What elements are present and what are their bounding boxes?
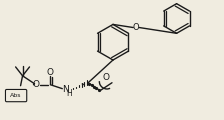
Text: O: O [33,80,40,89]
Text: Abs: Abs [10,93,22,98]
Text: H: H [66,89,72,98]
Text: O: O [133,23,140,32]
Text: O: O [47,68,54,77]
Text: N: N [62,85,69,94]
Text: O: O [103,73,110,82]
FancyBboxPatch shape [5,89,27,102]
